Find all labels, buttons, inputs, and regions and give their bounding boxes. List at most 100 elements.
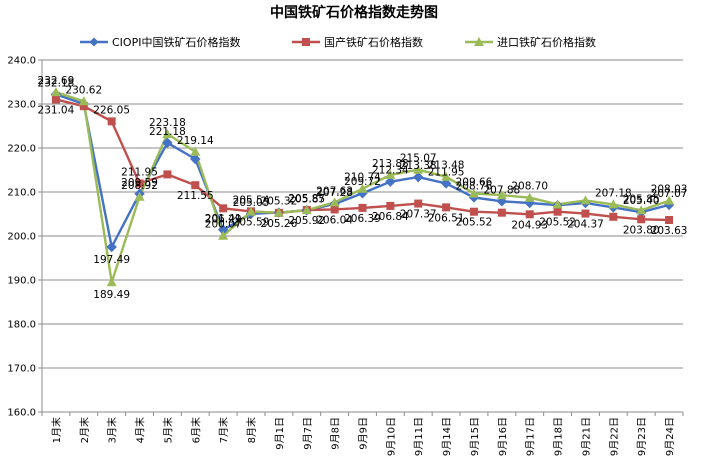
data-label: 201.41 [205, 213, 242, 225]
data-point [525, 210, 534, 219]
data-point [441, 171, 452, 181]
data-label: 232.69 [38, 75, 75, 87]
data-label: 204.93 [511, 219, 548, 231]
data-label: 205.26 [261, 218, 298, 230]
data-point [357, 183, 368, 193]
legend-label: 进口铁矿石价格指数 [497, 35, 596, 49]
data-point [469, 207, 478, 216]
x-tick-label: 9月9日 [358, 417, 370, 450]
data-label: 206.84 [372, 211, 409, 223]
data-labels: 232.18197.49209.59221.18201.41205.05205.… [38, 75, 688, 301]
data-point [191, 181, 200, 190]
data-label: 207.88 [483, 184, 520, 196]
y-tick-label: 220.0 [7, 144, 36, 155]
data-point [385, 169, 396, 179]
x-tick-label: 7月末 [217, 417, 230, 443]
data-point [246, 206, 257, 216]
data-label: 219.14 [177, 135, 214, 147]
data-label: 205.40 [623, 195, 660, 207]
data-label: 230.62 [65, 84, 102, 96]
x-tick-label: 9月21日 [580, 417, 592, 456]
data-label: 206.51 [428, 212, 465, 224]
x-tick-label: 9月11日 [413, 417, 425, 456]
data-label: 207.07 [651, 188, 688, 200]
x-tick-label: 5月末 [161, 417, 174, 443]
data-label: 213.88 [372, 158, 409, 170]
data-label: 209.66 [456, 176, 493, 188]
x-tick-label: 9月1日 [274, 417, 286, 450]
data-point [636, 205, 647, 215]
legend-marker [302, 38, 310, 46]
data-label: 207.28 [316, 187, 353, 199]
data-label: 200.07 [205, 219, 242, 231]
data-point [413, 171, 424, 183]
data-label: 197.49 [93, 254, 130, 266]
data-point [496, 190, 507, 200]
x-tick-label: 9月18日 [553, 417, 565, 456]
x-tick-label: 6月末 [189, 417, 202, 443]
data-label: 203.63 [651, 225, 688, 237]
y-tick-label: 240.0 [7, 56, 36, 67]
data-point [581, 209, 590, 218]
legend: CIOPI中国铁矿石价格指数 国产铁矿石价格指数 进口铁矿石价格指数 [80, 35, 596, 49]
x-tick-label: 9月15日 [469, 417, 481, 456]
data-point [637, 215, 646, 224]
y-tick-label: 160.0 [7, 408, 36, 419]
data-point [329, 197, 340, 207]
y-axis: 160.0 170.0 180.0 190.0 200.0 210.0 220.0 230.0… [7, 56, 43, 419]
data-label: 221.18 [149, 126, 186, 138]
data-label: 206.29 [205, 213, 242, 225]
data-point [413, 164, 424, 174]
chart-title: 中国铁矿石价格指数走势图 [270, 4, 438, 21]
data-label: 207.37 [400, 209, 437, 221]
data-point [330, 205, 339, 214]
x-tick-label: 9月8日 [330, 417, 342, 450]
data-point [50, 87, 61, 97]
x-tick-label: 9月7日 [302, 417, 314, 450]
x-tick-label: 8月末 [245, 417, 258, 443]
data-point [162, 137, 173, 149]
data-label: 226.05 [93, 104, 130, 116]
data-point [552, 199, 563, 209]
data-point [553, 207, 562, 216]
data-point [664, 195, 675, 205]
data-label: 205.32 [261, 196, 298, 208]
data-label: 206.04 [316, 214, 353, 226]
data-label: 205.52 [539, 217, 576, 229]
data-point [218, 230, 229, 240]
data-label: 205.85 [623, 193, 660, 205]
data-label: 211.95 [428, 166, 465, 178]
data-point [385, 176, 396, 187]
data-point [440, 178, 452, 189]
data-label: 189.49 [93, 289, 130, 301]
y-tick-label: 180.0 [7, 320, 36, 331]
y-tick-label: 200.0 [7, 232, 36, 243]
data-point [358, 203, 367, 212]
x-tick-label: 1月末 [50, 417, 63, 443]
data-label: 207.63 [316, 185, 353, 197]
legend-marker [89, 37, 99, 47]
data-label: 212.34 [372, 165, 409, 177]
data-label: 211.55 [177, 190, 214, 202]
data-label: 209.72 [344, 176, 381, 188]
data-point [163, 170, 172, 179]
data-label: 205.87 [288, 193, 325, 205]
data-label: 213.38 [400, 160, 437, 172]
x-tick-label: 9月24日 [664, 417, 676, 456]
data-point [78, 96, 89, 106]
gridlines [42, 59, 683, 413]
data-point [79, 102, 88, 111]
data-label: 205.85 [288, 193, 325, 205]
data-point [524, 192, 535, 202]
data-label: 208.03 [651, 184, 688, 196]
data-point [219, 204, 228, 213]
data-label: 207.18 [595, 187, 632, 199]
legend-label: 国产铁矿石价格指数 [324, 35, 423, 49]
data-label: 204.37 [567, 219, 604, 231]
data-point [442, 203, 451, 212]
legend-marker [474, 37, 484, 46]
data-point [609, 212, 618, 221]
data-point [107, 117, 116, 126]
data-point [51, 95, 60, 104]
